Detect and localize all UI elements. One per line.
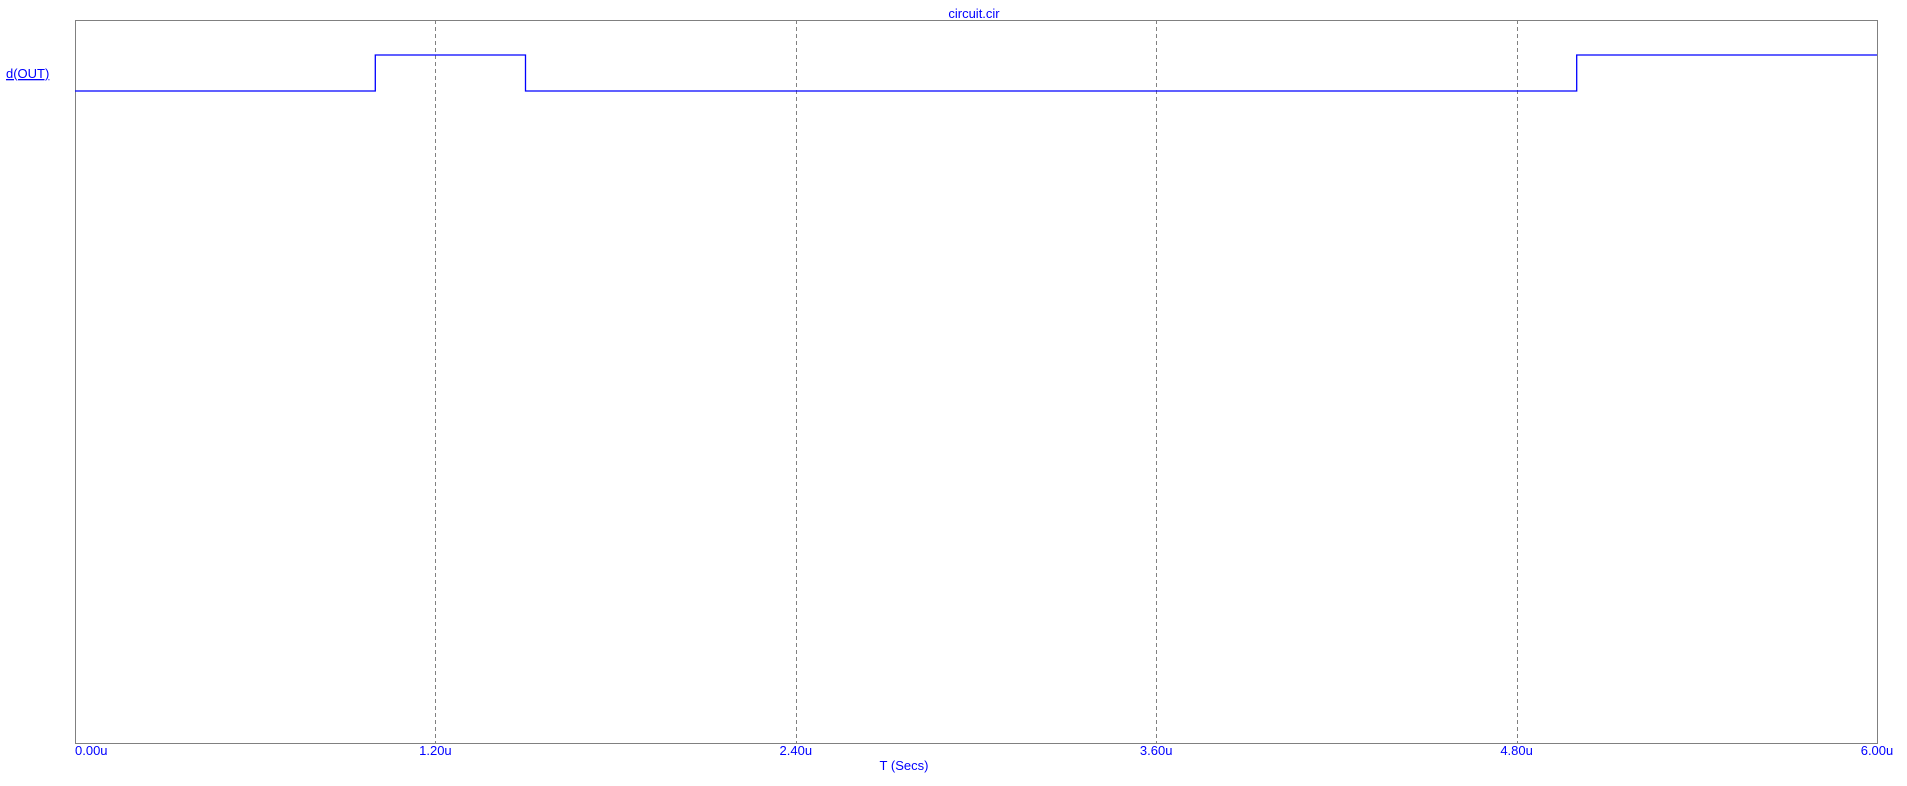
plot-frame bbox=[75, 20, 1878, 744]
x-tick-label: 4.80u bbox=[1500, 743, 1533, 758]
x-tick-label: 3.60u bbox=[1140, 743, 1173, 758]
chart-title: circuit.cir bbox=[948, 6, 1000, 21]
trace-label-d-out[interactable]: d(OUT) bbox=[6, 66, 49, 81]
vertical-grid bbox=[435, 20, 1518, 743]
trace-d-out bbox=[75, 54, 1877, 92]
x-tick-label: 2.40u bbox=[780, 743, 813, 758]
x-tick-label: 0.00u bbox=[75, 743, 108, 758]
x-tick-label: 1.20u bbox=[419, 743, 452, 758]
x-axis-label: T (Secs) bbox=[880, 758, 929, 773]
x-axis-ticks: 0.00u 1.20u 2.40u 3.60u 4.80u 6.00u bbox=[75, 743, 1893, 758]
x-tick-label: 6.00u bbox=[1861, 743, 1894, 758]
